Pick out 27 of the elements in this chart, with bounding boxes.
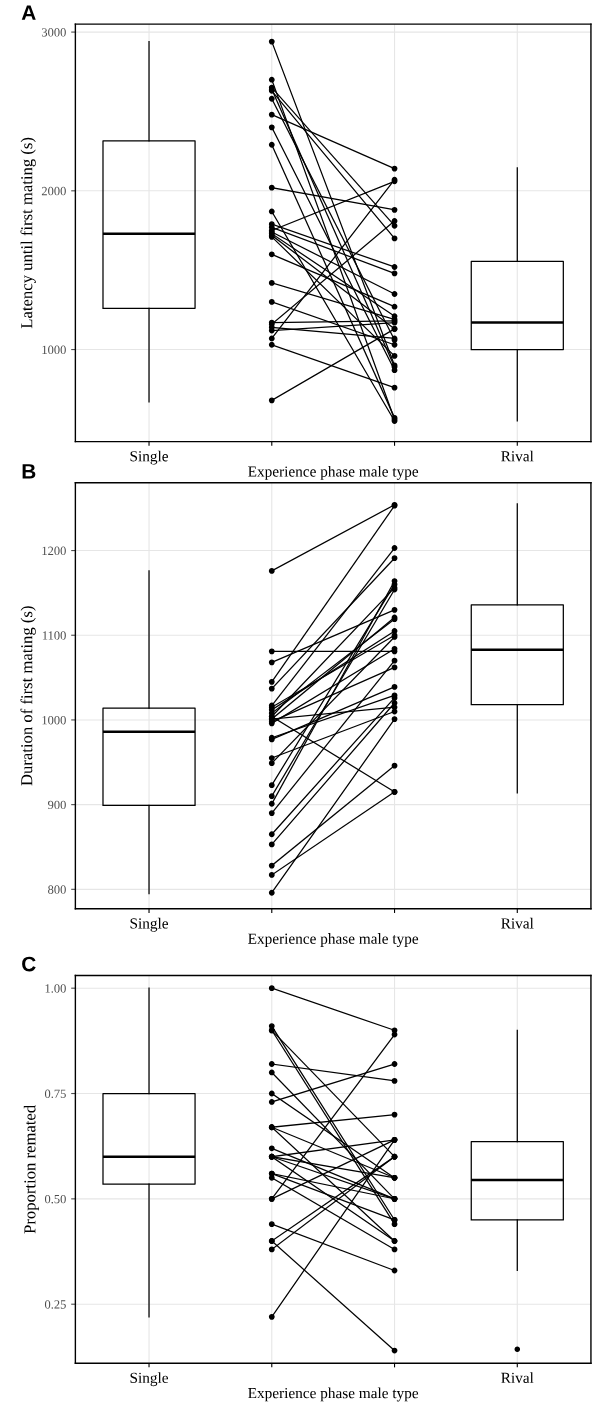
y-tick-label: 1100 xyxy=(42,631,66,640)
chart-title: C xyxy=(22,956,36,972)
y-tick-label: 0.25 xyxy=(44,1300,66,1309)
y-tick-label: 900 xyxy=(48,800,66,810)
y-tick-label: 0.75 xyxy=(44,1089,66,1099)
chart-title: A xyxy=(21,5,36,20)
x-axis-title: Experience phase male type xyxy=(248,1387,419,1402)
y-tick-label: 1000 xyxy=(42,345,66,355)
y-tick-label: 0.50 xyxy=(44,1194,66,1204)
x-tick-label: Single xyxy=(130,917,169,932)
x-tick-label: Rival xyxy=(501,917,534,929)
y-tick-label: 3000 xyxy=(41,28,66,37)
x-axis-title: Experience phase male type xyxy=(248,465,419,480)
x-tick-label: Single xyxy=(130,450,169,465)
x-tick-label: Single xyxy=(130,1372,169,1387)
y-tick-label: 1000 xyxy=(42,715,66,725)
y-axis-title: Proportion remated xyxy=(23,1105,39,1234)
chart-title: B xyxy=(22,464,36,479)
y-tick-label: 1.00 xyxy=(45,984,66,993)
y-tick-label: 2000 xyxy=(41,186,66,196)
x-tick-label: Rival xyxy=(501,450,534,462)
y-tick-label: 800 xyxy=(48,885,66,894)
x-axis-title: Experience phase male type xyxy=(248,933,419,948)
x-tick-label: Rival xyxy=(501,1372,534,1383)
y-axis-title: Duration of first mating (s) xyxy=(20,606,36,786)
y-axis-title: Latency until first mating (s) xyxy=(20,137,36,329)
y-tick-label: 1200 xyxy=(42,546,66,556)
